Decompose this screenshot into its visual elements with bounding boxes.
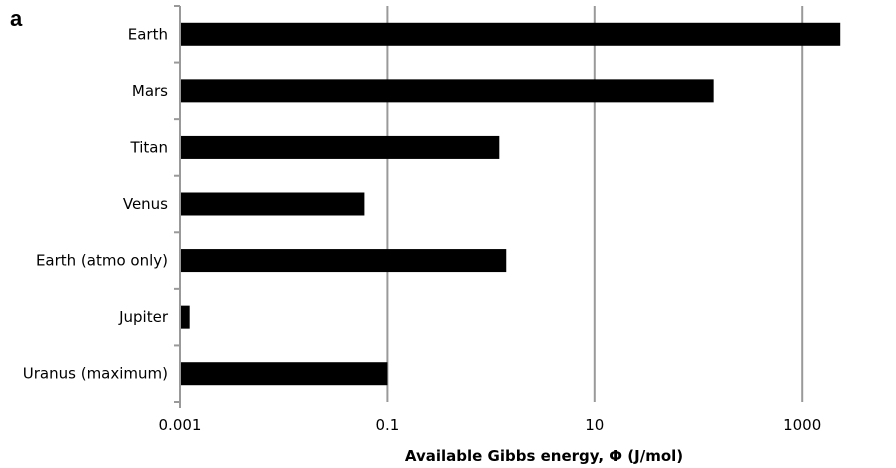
grid-lines — [386, 6, 804, 402]
x-tick-label: 0.1 — [375, 416, 399, 434]
category-label: Venus — [123, 195, 168, 213]
x-tick-label: 10 — [585, 416, 604, 434]
bar — [181, 192, 365, 216]
x-tick-labels: 0.001 0.1 10 1000 — [159, 416, 822, 434]
bar — [181, 362, 388, 386]
bar — [181, 249, 507, 273]
panel-label: a — [10, 6, 23, 31]
bar — [181, 22, 841, 46]
category-label: Mars — [132, 82, 168, 100]
category-label: Titan — [130, 138, 168, 156]
x-tick-label: 1000 — [783, 416, 821, 434]
bar — [181, 135, 500, 159]
category-labels: Earth Mars Titan Venus Earth (atmo only) Jupi… — [23, 25, 169, 382]
bar — [181, 79, 714, 103]
x-tick-label: 0.001 — [159, 416, 202, 434]
category-label: Earth (atmo only) — [36, 252, 168, 270]
y-axis — [174, 5, 181, 408]
category-label: Jupiter — [118, 308, 169, 326]
category-label: Earth — [128, 25, 168, 43]
x-axis-title: Available Gibbs energy, Φ (J/mol) — [405, 447, 683, 465]
bar — [181, 305, 190, 329]
bars — [181, 22, 841, 386]
category-label: Uranus (maximum) — [23, 365, 168, 383]
